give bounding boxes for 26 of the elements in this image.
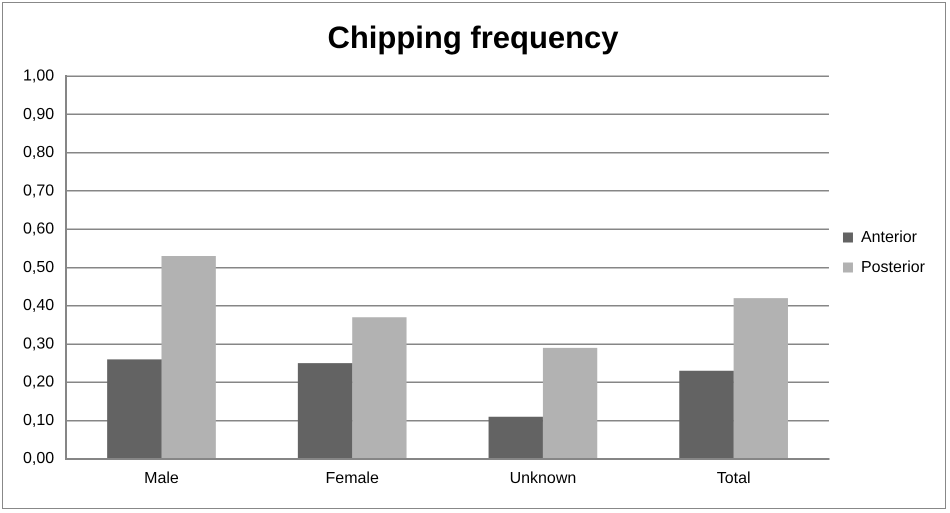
- y-tick-label: 0,70: [23, 182, 54, 200]
- y-tick-label: 0,60: [23, 220, 54, 238]
- x-tick-label: Unknown: [510, 470, 576, 487]
- bar: [298, 363, 352, 458]
- bar: [734, 298, 788, 458]
- y-tick-label: 0,10: [23, 412, 54, 429]
- bar: [161, 256, 216, 458]
- y-tick-label: 0,20: [23, 374, 54, 391]
- bar: [107, 359, 162, 458]
- x-tick-label: Total: [716, 470, 751, 487]
- bar: [488, 416, 543, 458]
- y-tick-label: 0,40: [23, 297, 54, 314]
- bar: [542, 348, 598, 458]
- legend-label: Posterior: [860, 258, 926, 276]
- legend-label: Anterior: [860, 228, 918, 246]
- bar: [679, 370, 734, 458]
- y-tick-label: 0,50: [23, 258, 54, 276]
- chart-title: Chipping frequency: [327, 20, 620, 56]
- x-tick-label: Female: [326, 470, 379, 487]
- y-tick-label: 1,00: [23, 68, 54, 85]
- y-tick-label: 0,80: [23, 144, 54, 162]
- y-tick-label: 0,00: [23, 450, 54, 468]
- y-tick-label: 0,30: [23, 335, 54, 352]
- x-tick-label: Male: [144, 470, 179, 487]
- y-tick-label: 0,90: [23, 106, 54, 123]
- bar: [352, 317, 407, 458]
